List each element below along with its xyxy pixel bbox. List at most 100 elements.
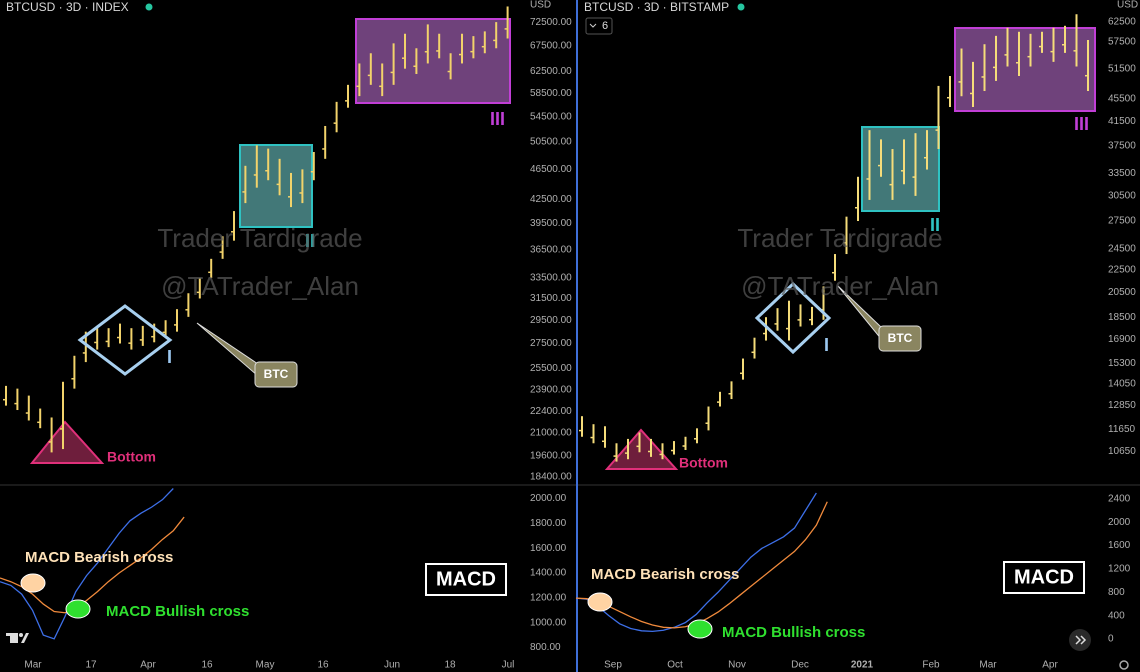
badge-count: 6: [602, 20, 608, 32]
zone-iii: [954, 27, 1096, 112]
macd-bullish-label: MACD Bullish cross: [722, 624, 865, 641]
y-tick-label: 50500.00: [530, 137, 572, 148]
y-tick-label: 39500.00: [530, 218, 572, 229]
y-tick-label: 25500.00: [530, 363, 572, 374]
x-tick-label: Apr: [1042, 660, 1058, 671]
macd-bearish-label: MACD Bearish cross: [591, 566, 739, 583]
y-tick-label: 72500.00: [530, 17, 572, 28]
settings-icon[interactable]: [1119, 660, 1129, 670]
wave-label: III: [490, 109, 505, 129]
y-tick-label: 18400.00: [530, 471, 572, 482]
macd-tick-label: 2000: [1108, 517, 1131, 528]
callout-label: BTC: [264, 367, 289, 381]
macd-line: [0, 488, 174, 640]
x-tick-label: Jul: [502, 660, 515, 671]
y-tick-label: 27500: [1108, 216, 1136, 227]
chevrons: [1075, 635, 1087, 645]
bottom-triangle: [604, 428, 679, 470]
y-tick-label: 11650: [1108, 424, 1136, 435]
y-tick-label: 58500.00: [530, 88, 572, 99]
badge[interactable]: [585, 17, 613, 35]
status-dot: [737, 3, 745, 11]
macd-tick-label: 400: [1108, 610, 1125, 621]
y-tick-label: 29500.00: [530, 315, 572, 326]
x-tick-label: Jun: [384, 660, 400, 671]
y-tick-label: 37500: [1108, 140, 1136, 151]
symbol-header: BTCUSD · 3D · BITSTAMP: [584, 0, 729, 14]
symbol-header: BTCUSD · 3D · INDEX: [6, 0, 129, 14]
x-tick-label: Feb: [922, 660, 940, 671]
wave-label: I: [167, 347, 172, 367]
x-tick-label: 16: [201, 660, 213, 671]
zone-iii: [355, 18, 511, 104]
y-tick-label: 23900.00: [530, 385, 572, 396]
macd-box: [1003, 561, 1085, 594]
callout-box: [878, 325, 922, 352]
macd-tick-label: 2000.00: [530, 493, 567, 504]
bottom-triangle: [29, 420, 105, 464]
x-tick-label: Nov: [728, 660, 746, 671]
macd-tick-label: 800.00: [530, 642, 561, 653]
y-tick-label: 54500.00: [530, 111, 572, 122]
watermark: Trader Tardigrade: [157, 223, 362, 253]
y-tick-label: 30500: [1108, 191, 1136, 202]
x-tick-label: Dec: [791, 660, 809, 671]
y-tick-label: 62500.00: [530, 66, 572, 77]
y-tick-label: 20500: [1108, 287, 1136, 298]
y-tick-label: 24500: [1108, 244, 1136, 255]
x-tick-label: 17: [85, 660, 97, 671]
y-tick-label: 22500: [1108, 264, 1136, 275]
bottom-label: Bottom: [679, 455, 728, 471]
axis-unit: USD: [530, 0, 551, 11]
y-tick-label: 14050: [1108, 379, 1136, 390]
watermark: Trader Tardigrade: [737, 223, 942, 253]
cross-marker: [65, 599, 91, 619]
x-tick-label: Apr: [140, 660, 156, 671]
marks: 72500.00 67500.00 62500.00 58500.00 54500.00…: [0, 6, 1136, 671]
y-tick-label: 22400.00: [530, 406, 572, 417]
zone-ii: [239, 144, 313, 228]
y-tick-label: 27500.00: [530, 338, 572, 349]
chevron: [589, 23, 597, 28]
y-tick-label: 19600.00: [530, 450, 572, 461]
macd-tick-label: 0: [1108, 634, 1114, 645]
y-tick-label: 36500.00: [530, 244, 572, 255]
bottom-label: Bottom: [107, 449, 156, 465]
macd-title: MACD: [436, 568, 496, 590]
callout-label: BTC: [888, 331, 913, 345]
macd-tick-label: 1200.00: [530, 592, 567, 603]
axis-unit: USD: [1117, 0, 1138, 11]
macd-line: [0, 516, 185, 614]
y-tick-label: 42500.00: [530, 194, 572, 205]
macd-box: [425, 563, 507, 596]
y-tick-label: 16900: [1108, 334, 1136, 345]
cross-marker: [20, 573, 46, 593]
wave-label: II: [930, 215, 940, 235]
x-tick-label: May: [256, 660, 275, 671]
x-tick-label: Mar: [979, 660, 997, 671]
wave-label: II: [305, 231, 315, 251]
x-tick-label: 16: [317, 660, 329, 671]
macd-tick-label: 1600: [1108, 540, 1131, 551]
cross-marker: [587, 592, 613, 612]
macd-tick-label: 1400.00: [530, 568, 567, 579]
x-tick-label: Mar: [24, 660, 42, 671]
y-tick-label: 18500: [1108, 312, 1136, 323]
diamond: [77, 304, 173, 376]
macd-tick-label: 1000.00: [530, 617, 567, 628]
macd-tick-label: 1200: [1108, 564, 1131, 575]
x-tick-label: Sep: [604, 660, 622, 671]
y-tick-label: 15300: [1108, 358, 1136, 369]
macd-bullish-label: MACD Bullish cross: [106, 603, 249, 620]
macd-tick-label: 800: [1108, 587, 1125, 598]
callout-box: [254, 361, 298, 388]
y-tick-label: 62500: [1108, 17, 1136, 28]
x-tick-label: 2021: [851, 660, 874, 671]
y-tick-label: 57500: [1108, 37, 1136, 48]
wave-label: I: [824, 335, 829, 355]
macd-tick-label: 1800.00: [530, 518, 567, 529]
x-tick-label: 18: [444, 660, 456, 671]
y-tick-label: 21000.00: [530, 428, 572, 439]
y-tick-label: 45500: [1108, 94, 1136, 105]
